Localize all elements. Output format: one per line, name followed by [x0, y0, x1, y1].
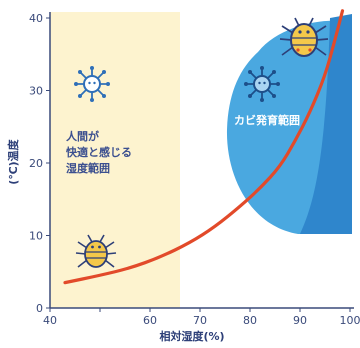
x-tick-label: 90	[293, 314, 307, 327]
mold-spore-icon	[74, 66, 110, 102]
y-tick-label: 10	[29, 230, 43, 243]
x-tick-label: 80	[243, 314, 257, 327]
x-tick-label: 40	[43, 314, 57, 327]
y-tick-label: 40	[29, 12, 43, 25]
dust-mite-icon	[279, 17, 329, 57]
comfort-zone-label-line-2: 快適と感じる	[65, 145, 132, 159]
y-tick-label: 20	[29, 157, 43, 170]
dust-mite-icon	[75, 234, 117, 268]
y-tick-label: 30	[29, 85, 43, 98]
mite-growth-curve	[63, 9, 345, 285]
y-tick-label: 0	[36, 302, 43, 315]
comfort-zone	[50, 12, 180, 308]
mold-spore-icon	[244, 66, 280, 102]
comfort-zone-label-line-3: 湿度範囲	[66, 161, 110, 175]
x-axis-label: 相対湿度(%)	[159, 329, 224, 343]
x-axis-ticks: 40 60 70 80 90 100	[43, 308, 360, 327]
x-tick-label: 100	[340, 314, 360, 327]
x-tick-label: 60	[143, 314, 157, 327]
mold-zone-label: カビ発育範囲	[234, 113, 300, 127]
y-axis-ticks: 0 10 20 30 40	[29, 12, 50, 315]
x-tick-label: 70	[193, 314, 207, 327]
comfort-zone-label-line-1: 人間が	[66, 129, 99, 143]
mite-zone	[300, 14, 352, 234]
y-axis-label: (℃)温度	[6, 138, 20, 184]
mite-zone-label: ダニの増殖	[252, 233, 307, 247]
